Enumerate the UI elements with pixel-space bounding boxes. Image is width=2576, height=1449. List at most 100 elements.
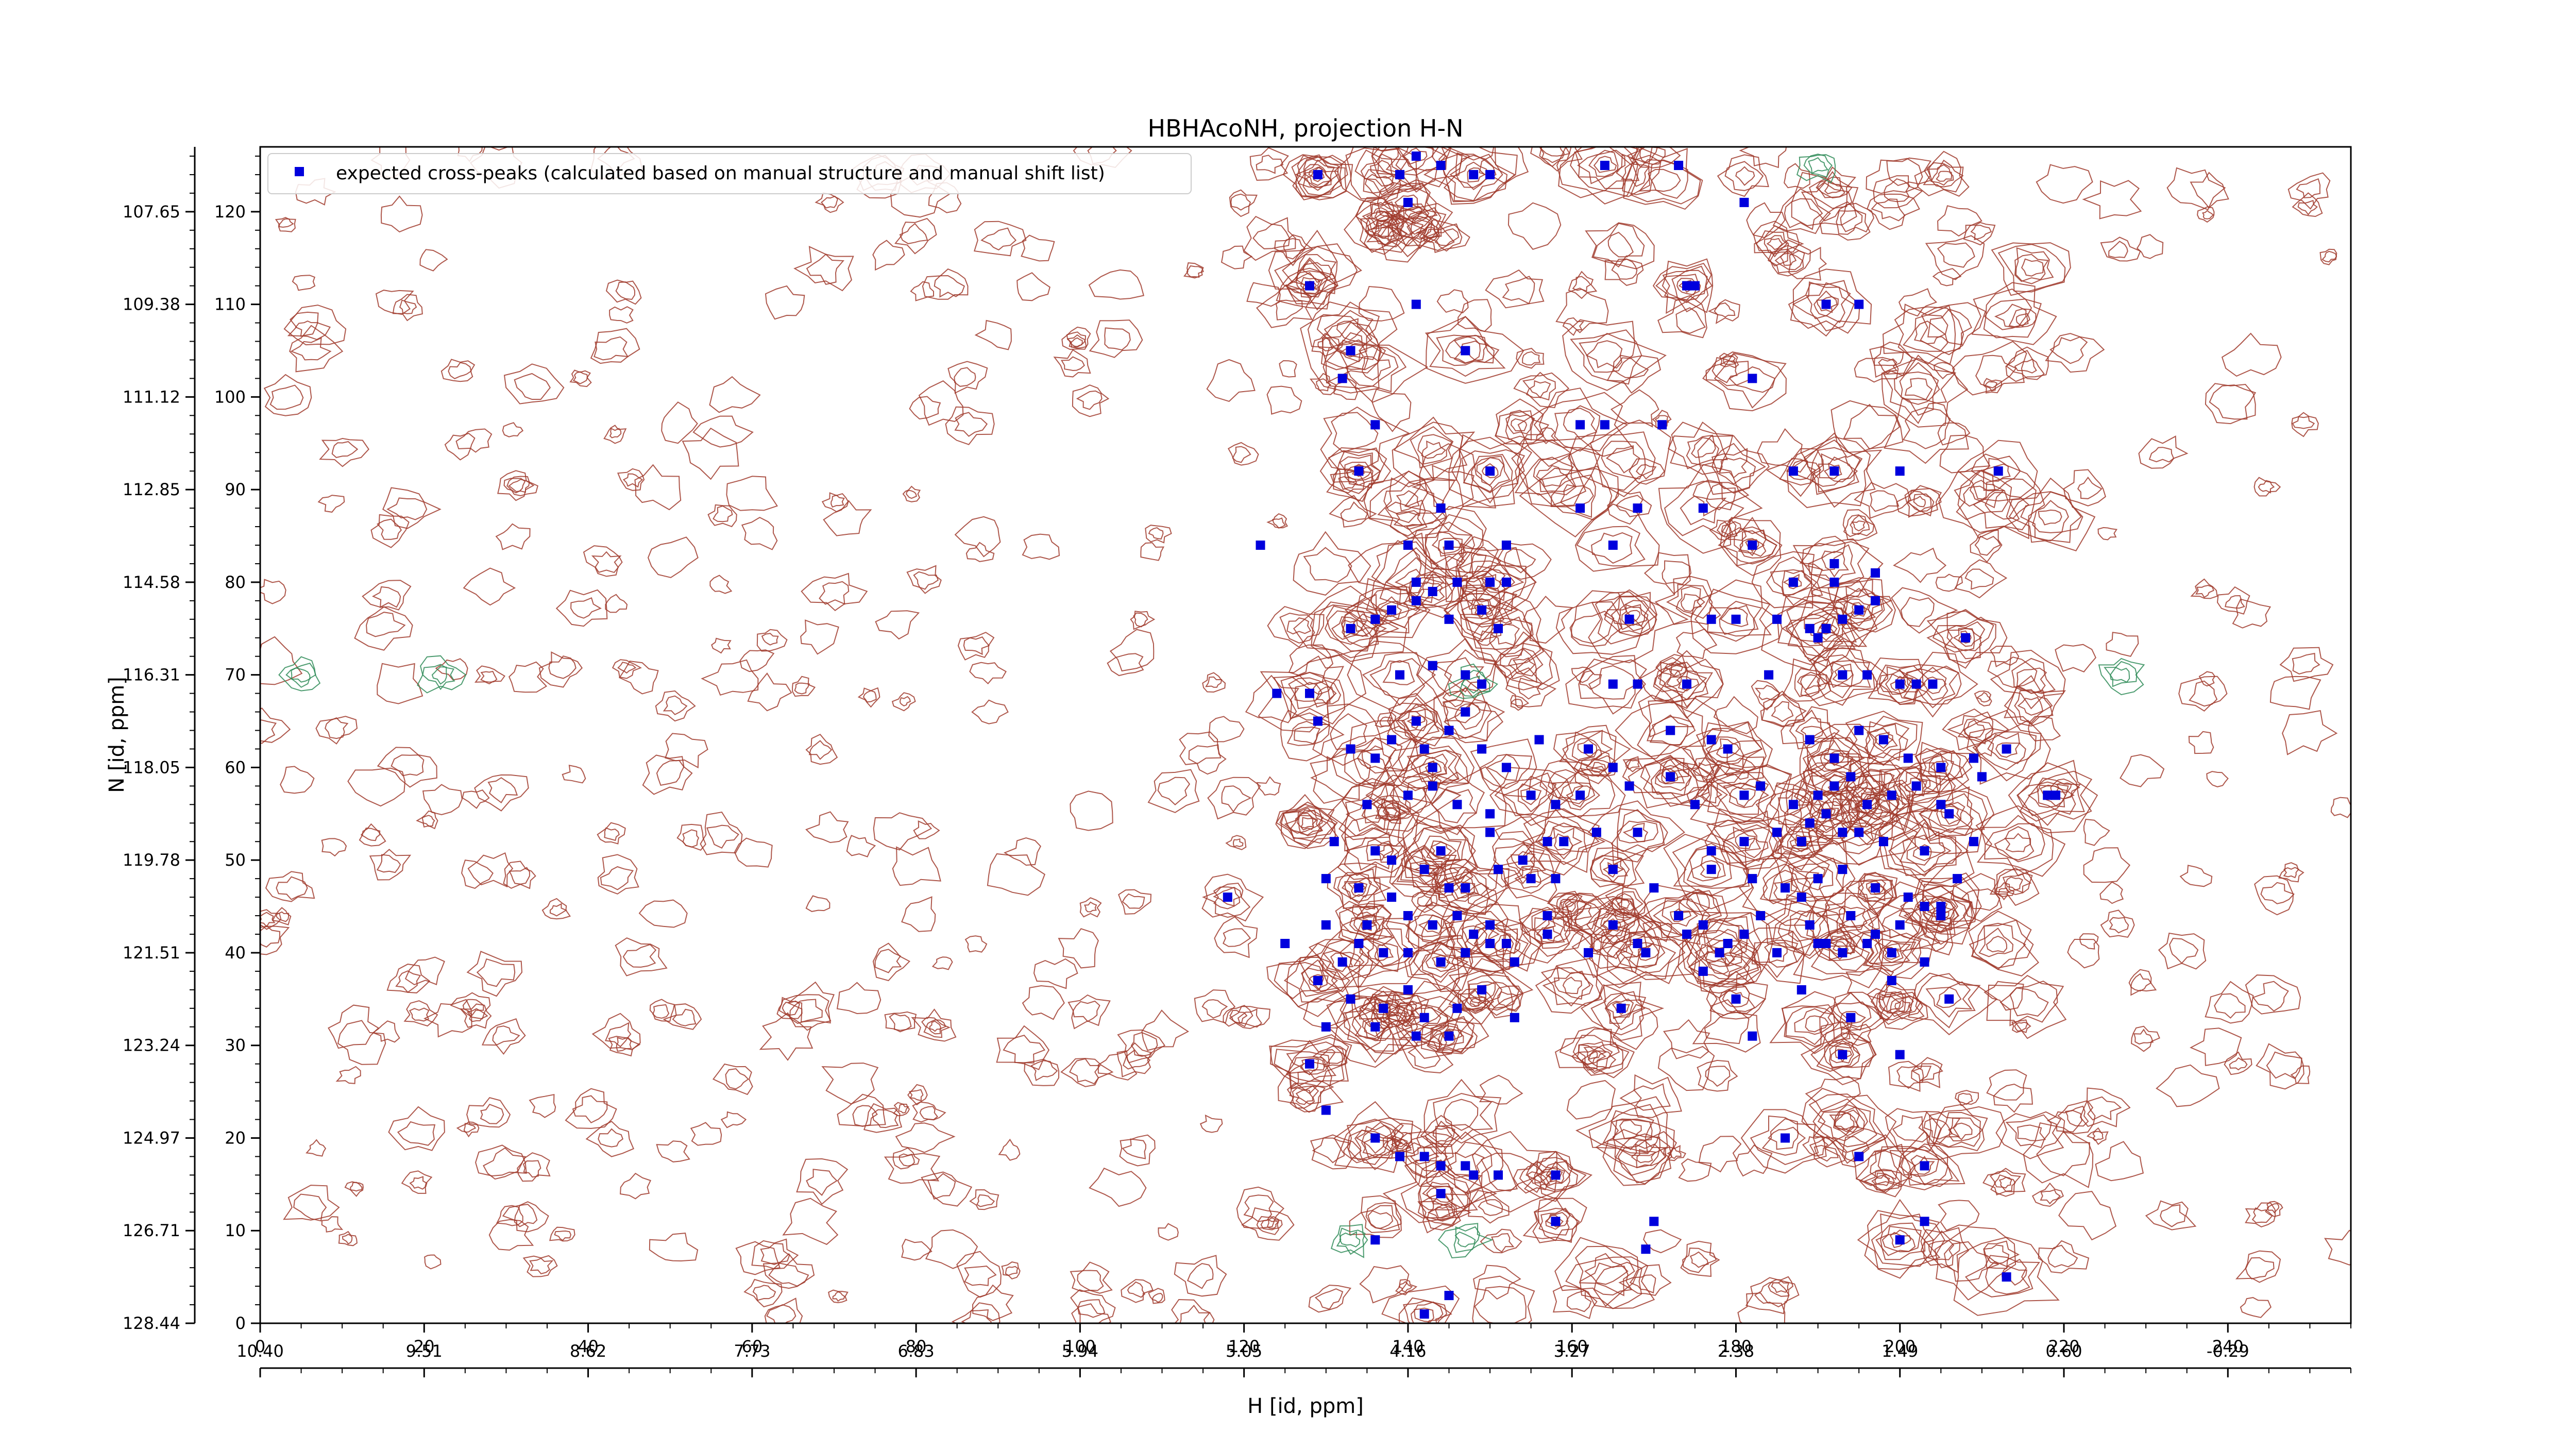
cross-peak-point bbox=[1821, 809, 1831, 819]
cross-peak-point bbox=[1690, 281, 1700, 291]
cross-peak-point bbox=[1649, 883, 1659, 893]
contour-line bbox=[1069, 1058, 1101, 1085]
contour-line bbox=[1994, 826, 2035, 861]
contour-line bbox=[1902, 407, 1951, 449]
contour-line bbox=[1374, 944, 1394, 962]
contour-line bbox=[1757, 428, 1808, 473]
contour-line bbox=[565, 1088, 617, 1129]
cross-peak-point bbox=[1895, 1235, 1905, 1245]
cross-peak-point bbox=[1706, 846, 1716, 856]
contour-line bbox=[1964, 568, 1994, 590]
contour-line bbox=[894, 217, 937, 255]
contour-line bbox=[1675, 585, 1705, 618]
cross-peak-point bbox=[1854, 605, 1864, 615]
contour-line bbox=[765, 285, 805, 320]
cross-peak-point bbox=[1280, 939, 1290, 948]
contour-line bbox=[448, 362, 472, 379]
contour-line bbox=[796, 1158, 849, 1205]
contour-line bbox=[1784, 198, 1823, 230]
contour-line bbox=[2064, 1105, 2089, 1127]
contour-line bbox=[2097, 527, 2117, 541]
contour-line bbox=[562, 765, 586, 784]
cross-peak-point bbox=[1748, 1031, 1757, 1041]
cross-peak-point bbox=[1878, 837, 1888, 847]
contour-line bbox=[1171, 1299, 1215, 1323]
contour-line bbox=[2279, 647, 2334, 682]
cross-peak-point bbox=[1526, 874, 1536, 884]
cross-peak-point bbox=[1895, 679, 1905, 689]
cross-peak-point bbox=[1657, 420, 1667, 430]
contour-line bbox=[1804, 866, 1834, 890]
x-tick-label: 120 bbox=[1228, 1337, 1260, 1356]
contour-line bbox=[954, 412, 988, 437]
x-ppm-tick-label: 5.05 bbox=[1226, 1341, 1262, 1361]
contour-line bbox=[1920, 302, 1986, 356]
y-ppm-tick-label: 124.97 bbox=[123, 1128, 180, 1148]
contour-line bbox=[1268, 229, 1358, 311]
contour-line bbox=[1232, 446, 1251, 463]
contour-line bbox=[1903, 885, 1973, 945]
contour-line bbox=[1223, 1005, 1253, 1027]
cross-peak-point bbox=[1871, 596, 1880, 605]
contour-line bbox=[2179, 865, 2213, 887]
contour-line bbox=[1490, 624, 1520, 646]
contour-line bbox=[1448, 958, 1520, 1012]
cross-peak-point bbox=[1608, 541, 1618, 550]
contour-line bbox=[2017, 697, 2044, 716]
contour-line bbox=[455, 428, 493, 453]
contour-line bbox=[1943, 621, 1986, 653]
contour-line bbox=[1448, 436, 1525, 507]
contour-line bbox=[906, 490, 917, 499]
cross-peak-point bbox=[1370, 846, 1380, 856]
contour-line bbox=[1697, 1059, 1738, 1092]
contour-line bbox=[1425, 948, 1456, 972]
cross-peak-point bbox=[1706, 614, 1716, 624]
contour-line bbox=[1663, 1145, 1687, 1161]
contour-line bbox=[1444, 910, 1518, 959]
contour-line bbox=[395, 970, 421, 993]
contour-line bbox=[1554, 405, 1601, 452]
contour-line bbox=[1225, 835, 1247, 850]
contour-line bbox=[1983, 288, 2042, 339]
contour-line bbox=[969, 662, 1007, 685]
cross-peak-point bbox=[1403, 985, 1413, 995]
contour-line bbox=[1735, 832, 1756, 849]
cross-peak-point bbox=[1862, 939, 1872, 948]
contour-line bbox=[1827, 579, 1893, 626]
contour-line bbox=[1274, 243, 1362, 295]
contour-line bbox=[1611, 809, 1665, 853]
contour-line bbox=[1939, 434, 1991, 474]
contour-line bbox=[1942, 708, 2009, 751]
contour-line bbox=[1857, 1199, 1945, 1279]
contour-line bbox=[1696, 912, 1762, 977]
contour-line bbox=[1926, 610, 1996, 664]
cross-peak-point bbox=[1920, 1161, 1929, 1171]
cross-peak-point bbox=[1911, 781, 1921, 791]
cross-peak-point bbox=[1871, 883, 1880, 893]
contour-line bbox=[514, 373, 551, 400]
contour-line bbox=[1393, 510, 1423, 527]
contour-line bbox=[1864, 1210, 1941, 1270]
contour-line bbox=[1667, 1147, 1682, 1159]
cross-peak-point bbox=[1911, 679, 1921, 689]
cross-peak-point bbox=[1452, 577, 1462, 587]
contour-line bbox=[1823, 895, 1879, 934]
contour-line bbox=[2038, 1240, 2090, 1274]
contour-line bbox=[934, 275, 965, 298]
cross-peak-point bbox=[1608, 679, 1618, 689]
contour-line bbox=[1890, 676, 1909, 692]
contour-line bbox=[1387, 210, 1433, 258]
contour-line bbox=[875, 610, 920, 640]
contour-line bbox=[1623, 147, 1703, 210]
contour-line bbox=[1705, 736, 1745, 765]
contour-line bbox=[1869, 490, 1900, 512]
x-axis-label: H [id, ppm] bbox=[1247, 1394, 1364, 1418]
contour-line bbox=[1735, 1144, 1773, 1177]
contour-line bbox=[964, 935, 988, 953]
contour-line bbox=[647, 536, 699, 578]
contour-line bbox=[1480, 1228, 1522, 1254]
contour-line bbox=[1621, 604, 1649, 626]
contour-line bbox=[2130, 973, 2152, 992]
contour-line bbox=[1384, 736, 1475, 804]
cross-peak-point bbox=[1469, 930, 1479, 939]
